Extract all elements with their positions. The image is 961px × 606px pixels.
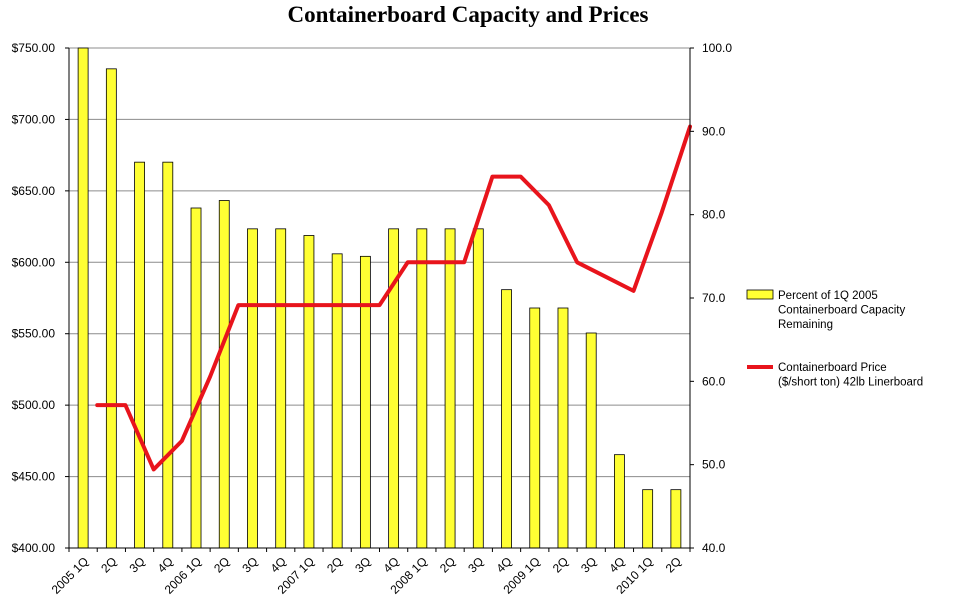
bar	[614, 454, 625, 549]
x-tick-label: 3Q	[352, 554, 373, 575]
bar	[501, 289, 512, 549]
x-tick-label: 4Q	[381, 554, 402, 575]
x-tick-label: 2Q	[550, 554, 571, 575]
x-tick-label: 2005 1Q	[49, 554, 91, 596]
legend-swatch-capacity	[746, 289, 774, 300]
x-tick-label: 3Q	[578, 554, 599, 575]
chart-title: Containerboard Capacity and Prices	[287, 2, 649, 27]
bar	[529, 307, 541, 549]
price-line	[95, 124, 692, 472]
bar	[472, 228, 484, 549]
left-tick-label: $400.00	[12, 541, 56, 555]
right-tick-label: 100.0	[702, 41, 732, 55]
left-tick-label: $450.00	[12, 470, 56, 484]
legend-label-capacity: Containerboard Capacity	[778, 305, 905, 317]
right-tick-label: 80.0	[702, 208, 726, 222]
right-tick-label: 40.0	[702, 541, 726, 555]
plot-area	[68, 47, 691, 549]
x-tick-label: 2Q	[324, 554, 345, 575]
left-tick-label: $650.00	[12, 184, 56, 198]
left-tick-label: $550.00	[12, 327, 56, 341]
bar	[303, 235, 315, 549]
bar	[190, 207, 202, 549]
left-tick-label: $750.00	[12, 41, 56, 55]
x-tick-label: 2Q	[211, 554, 232, 575]
x-tick-label: 2Q	[437, 554, 458, 575]
x-tick-label: 3Q	[239, 554, 260, 575]
x-tick-label: 2Q	[98, 554, 119, 575]
bar	[134, 161, 145, 549]
x-tick-label: 2Q	[663, 554, 684, 575]
bar	[585, 332, 597, 549]
x-tick-label: 3Q	[126, 554, 147, 575]
bar	[557, 307, 569, 549]
x-tick-label: 4Q	[155, 554, 176, 575]
bar	[77, 47, 89, 549]
line-series	[95, 124, 692, 472]
left-tick-label: $700.00	[12, 112, 56, 126]
x-tick-label: 4Q	[606, 554, 627, 575]
bar	[670, 489, 682, 549]
gridlines	[68, 47, 691, 549]
x-tick-label: 4Q	[268, 554, 289, 575]
bar	[218, 200, 230, 549]
legend-label-capacity: Percent of 1Q 2005	[778, 290, 878, 302]
legend-label-price: ($/short ton) 42lb Linerboard	[778, 377, 923, 389]
bar	[275, 228, 287, 549]
right-tick-label: 70.0	[702, 291, 726, 305]
bar	[162, 161, 174, 549]
legend-label-capacity: Remaining	[778, 319, 833, 331]
x-tick-label: 3Q	[465, 554, 486, 575]
bar	[331, 253, 343, 549]
bar	[416, 228, 428, 549]
bar	[359, 255, 371, 549]
left-tick-label: $500.00	[12, 398, 56, 412]
right-tick-label: 50.0	[702, 458, 726, 472]
right-tick-label: 90.0	[702, 124, 726, 138]
legend: Percent of 1Q 2005 Containerboard Capacit…	[746, 289, 923, 389]
legend-label-price: Containerboard Price	[778, 362, 887, 374]
bar	[247, 228, 258, 549]
right-tick-label: 60.0	[702, 374, 726, 388]
bar	[444, 228, 456, 549]
bar	[642, 489, 654, 549]
bar-series	[77, 47, 682, 549]
left-tick-label: $600.00	[12, 255, 56, 269]
bar	[105, 68, 117, 549]
x-tick-label: 4Q	[493, 554, 514, 575]
